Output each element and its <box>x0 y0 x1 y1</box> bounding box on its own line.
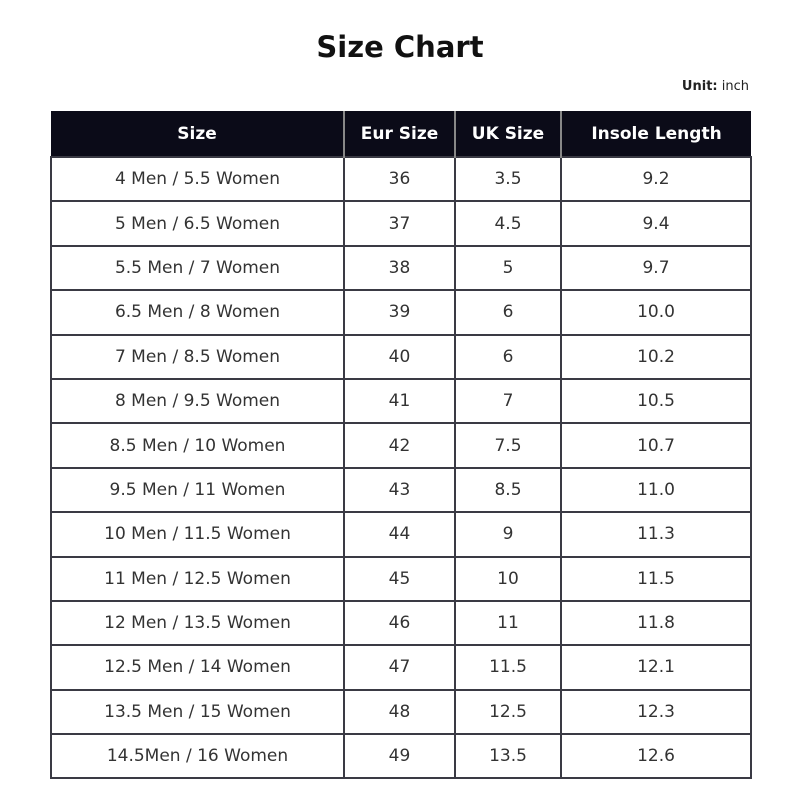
table-row: 6.5 Men / 8 Women 39 6 10.0 <box>50 289 752 336</box>
size-cell: 5.5 Men / 7 Women <box>50 244 345 292</box>
eur-size-cell: 45 <box>343 555 456 602</box>
size-cell: 5 Men / 6.5 Women <box>50 200 345 247</box>
uk-size-cell: 12.5 <box>454 688 562 736</box>
eur-size-cell: 49 <box>343 733 456 780</box>
insole-length-cell: 10.7 <box>560 422 752 469</box>
insole-length-cell: 10.2 <box>560 333 752 380</box>
insole-length-cell: 11.0 <box>560 466 752 514</box>
table-row: 13.5 Men / 15 Women 48 12.5 12.3 <box>50 688 752 736</box>
insole-length-cell: 9.2 <box>560 155 752 203</box>
table-row: 11 Men / 12.5 Women 45 10 11.5 <box>50 555 752 602</box>
eur-size-cell: 40 <box>343 333 456 380</box>
insole-length-cell: 11.5 <box>560 555 752 602</box>
column-header-uk-size: UK Size <box>454 111 561 157</box>
size-cell: 7 Men / 8.5 Women <box>50 333 345 380</box>
eur-size-cell: 36 <box>343 155 456 203</box>
size-cell: 8.5 Men / 10 Women <box>50 422 345 469</box>
uk-size-cell: 7 <box>454 377 562 425</box>
column-header-eur-size: Eur Size <box>343 111 455 157</box>
table-row: 12.5 Men / 14 Women 47 11.5 12.1 <box>50 644 752 691</box>
insole-length-cell: 11.3 <box>560 511 752 558</box>
column-header-size: Size <box>51 111 344 157</box>
size-cell: 12 Men / 13.5 Women <box>50 599 345 647</box>
table-row: 12 Men / 13.5 Women 46 11 11.8 <box>50 599 752 647</box>
size-cell: 6.5 Men / 8 Women <box>50 289 345 336</box>
table-row: 8 Men / 9.5 Women 41 7 10.5 <box>50 377 752 425</box>
table-row: 7 Men / 8.5 Women 40 6 10.2 <box>50 333 752 380</box>
insole-length-cell: 12.6 <box>560 733 752 780</box>
uk-size-cell: 6 <box>454 289 562 336</box>
table-row: 4 Men / 5.5 Women 36 3.5 9.2 <box>50 155 752 203</box>
table-row: 5.5 Men / 7 Women 38 5 9.7 <box>50 244 752 292</box>
size-chart-table: Size Eur Size UK Size Insole Length 4 Me… <box>50 111 752 780</box>
uk-size-cell: 8.5 <box>454 466 562 514</box>
insole-length-cell: 12.1 <box>560 644 752 691</box>
insole-length-cell: 10.0 <box>560 289 752 336</box>
table-row: 5 Men / 6.5 Women 37 4.5 9.4 <box>50 200 752 247</box>
table-row: 9.5 Men / 11 Women 43 8.5 11.0 <box>50 466 752 514</box>
eur-size-cell: 44 <box>343 511 456 558</box>
eur-size-cell: 39 <box>343 289 456 336</box>
unit-label: Unit: <box>681 79 718 94</box>
size-cell: 8 Men / 9.5 Women <box>50 377 345 425</box>
table-row: 8.5 Men / 10 Women 42 7.5 10.7 <box>50 422 752 469</box>
eur-size-cell: 48 <box>343 688 456 736</box>
eur-size-cell: 42 <box>343 422 456 469</box>
eur-size-cell: 41 <box>343 377 456 425</box>
insole-length-cell: 12.3 <box>560 688 752 736</box>
unit-value: inch <box>721 79 749 94</box>
eur-size-cell: 47 <box>343 644 456 691</box>
uk-size-cell: 4.5 <box>454 200 562 247</box>
uk-size-cell: 10 <box>454 555 562 602</box>
insole-length-cell: 9.4 <box>560 200 752 247</box>
insole-length-cell: 11.8 <box>560 599 752 647</box>
eur-size-cell: 37 <box>343 200 456 247</box>
uk-size-cell: 5 <box>454 244 562 292</box>
header-row: Size Eur Size UK Size Insole Length <box>51 111 751 157</box>
uk-size-cell: 6 <box>454 333 562 380</box>
size-cell: 4 Men / 5.5 Women <box>50 155 345 203</box>
insole-length-cell: 9.7 <box>560 244 752 292</box>
uk-size-cell: 13.5 <box>454 733 562 780</box>
table-row: 14.5Men / 16 Women 49 13.5 12.6 <box>50 733 752 780</box>
size-cell: 13.5 Men / 15 Women <box>50 688 345 736</box>
size-cell: 10 Men / 11.5 Women <box>50 511 345 558</box>
size-cell: 11 Men / 12.5 Women <box>50 555 345 602</box>
uk-size-cell: 9 <box>454 511 562 558</box>
size-cell: 9.5 Men / 11 Women <box>50 466 345 514</box>
eur-size-cell: 43 <box>343 466 456 514</box>
page-title: Size Chart <box>316 30 484 64</box>
eur-size-cell: 46 <box>343 599 456 647</box>
uk-size-cell: 3.5 <box>454 155 562 203</box>
column-header-insole-length: Insole Length <box>560 111 751 157</box>
insole-length-cell: 10.5 <box>560 377 752 425</box>
unit-note: Unit: inch <box>682 79 749 94</box>
uk-size-cell: 7.5 <box>454 422 562 469</box>
uk-size-cell: 11.5 <box>454 644 562 691</box>
size-cell: 14.5Men / 16 Women <box>50 733 345 780</box>
uk-size-cell: 11 <box>454 599 562 647</box>
eur-size-cell: 38 <box>343 244 456 292</box>
size-cell: 12.5 Men / 14 Women <box>50 644 345 691</box>
table-row: 10 Men / 11.5 Women 44 9 11.3 <box>50 511 752 558</box>
